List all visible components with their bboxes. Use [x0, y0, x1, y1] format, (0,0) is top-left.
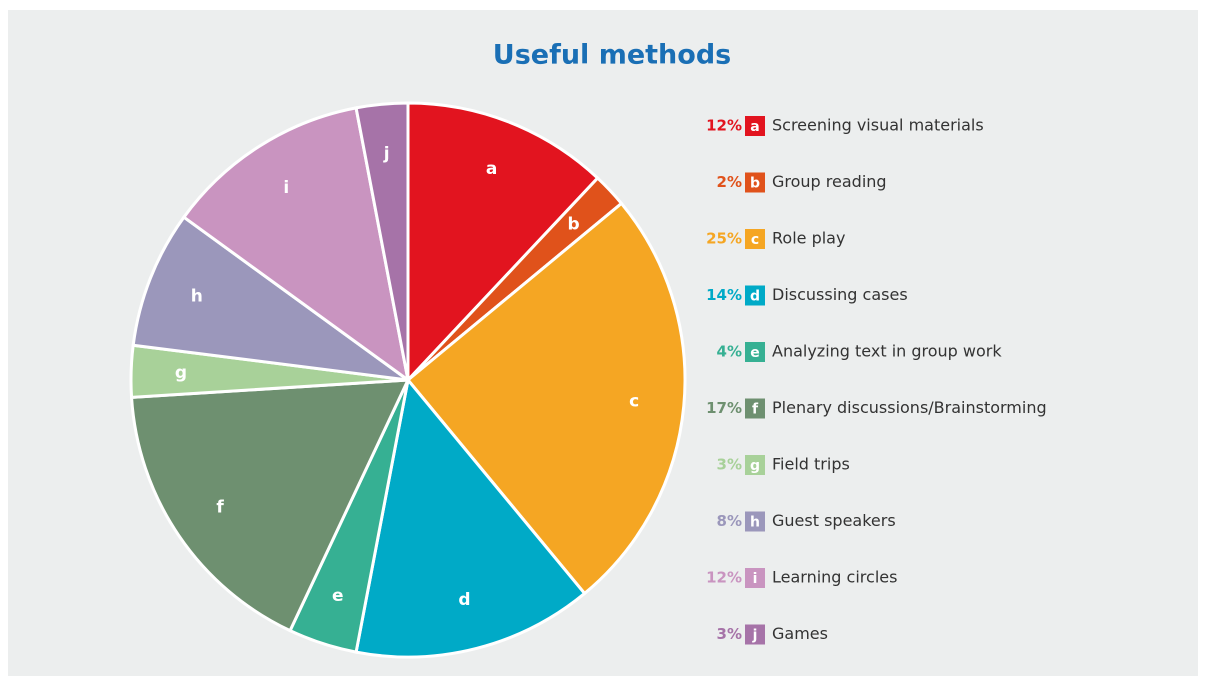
legend-label: Learning circles	[772, 568, 897, 587]
legend-value: 14%	[706, 286, 742, 304]
legend-value: 12%	[706, 569, 742, 587]
legend-label: Analyzing text in group work	[772, 342, 1002, 361]
slice-label: j	[383, 144, 390, 164]
legend-letter: b	[750, 176, 760, 192]
legend-label: Games	[772, 624, 828, 643]
legend-label: Plenary discussions/Brainstorming	[772, 398, 1047, 417]
pie-slice	[354, 101, 410, 381]
legend-label: Role play	[772, 229, 845, 248]
legend-swatch	[745, 455, 765, 475]
slice-label: e	[332, 586, 344, 606]
legend-label: Discussing cases	[772, 285, 908, 304]
legend-label: Guest speakers	[772, 511, 896, 530]
legend-swatch	[745, 568, 765, 588]
legend-letter: d	[750, 289, 760, 305]
legend-letter: g	[750, 458, 760, 474]
pie-slice	[406, 101, 600, 384]
legend-letter: j	[752, 628, 758, 644]
chart-title: Useful methods	[493, 40, 731, 71]
slice-label: h	[191, 286, 203, 306]
legend-swatch	[745, 172, 765, 193]
legend-label: Group reading	[772, 172, 887, 191]
legend-value: 25%	[706, 230, 742, 248]
legend-swatch	[745, 398, 765, 419]
slice-label: b	[567, 215, 579, 235]
pie-slice	[131, 215, 409, 382]
legend-swatch	[745, 624, 765, 645]
legend-letter: e	[750, 345, 760, 361]
legend-label: Field trips	[772, 455, 850, 474]
legend-letter: f	[752, 402, 759, 418]
slice-label: a	[486, 159, 497, 179]
legend-value: 2%	[717, 173, 742, 191]
legend-value: 3%	[717, 625, 742, 643]
legend-value: 17%	[706, 399, 742, 417]
legend-letter: h	[750, 515, 760, 531]
legend-swatch	[745, 342, 765, 362]
slice-label: g	[175, 363, 187, 383]
legend-value: 4%	[717, 343, 742, 361]
legend-label: Screening visual materials	[772, 116, 984, 135]
legend-letter: c	[751, 232, 759, 248]
pie-slice	[354, 376, 587, 659]
slice-label: c	[629, 391, 639, 411]
legend-swatch	[745, 116, 765, 136]
legend-value: 3%	[717, 456, 742, 474]
pie-slice	[405, 201, 687, 596]
legend-letter: i	[753, 571, 758, 587]
slice-label: d	[458, 590, 470, 610]
legend-letter: a	[750, 119, 759, 135]
legend-swatch	[745, 285, 765, 306]
pie-slice	[181, 106, 411, 384]
legend-swatch	[745, 229, 765, 249]
slice-label: i	[283, 178, 289, 198]
legend-value: 8%	[717, 512, 742, 530]
pie-slice	[129, 378, 411, 633]
slice-label: f	[216, 498, 224, 518]
legend-value: 12%	[706, 117, 742, 135]
legend-swatch	[745, 511, 765, 532]
